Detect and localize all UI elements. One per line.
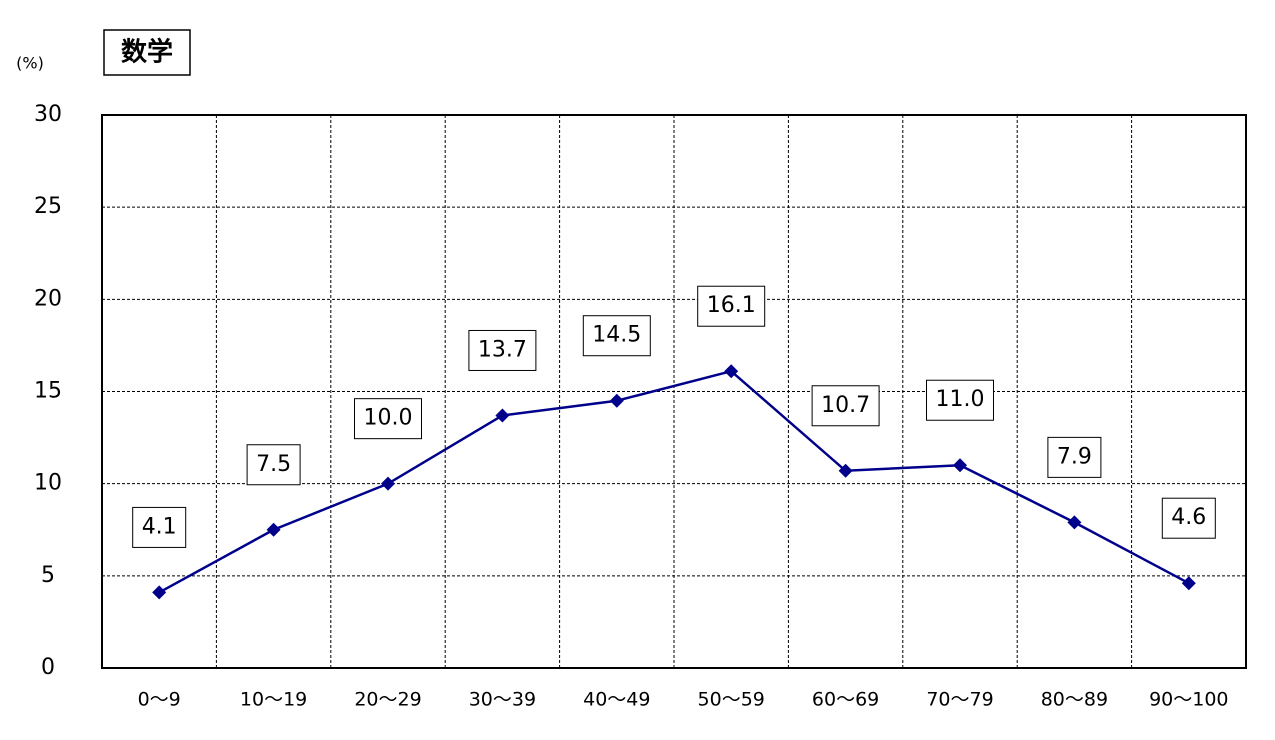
data-label-box <box>811 385 880 427</box>
data-point <box>381 476 395 491</box>
y-tick-label: 15 <box>34 379 62 404</box>
data-point <box>609 393 624 408</box>
data-label: 10.7 <box>821 393 870 418</box>
data-label: 11.0 <box>936 387 985 412</box>
data-label: 10.0 <box>364 406 413 431</box>
x-tick-label: 30〜39 <box>469 689 536 711</box>
data-label: 7.5 <box>256 452 291 477</box>
data-label-box <box>1047 436 1102 478</box>
data-label: 14.5 <box>592 323 641 348</box>
x-tick-label: 40〜49 <box>583 689 650 711</box>
data-point <box>1067 515 1082 530</box>
data-label-box <box>246 444 301 486</box>
data-point <box>266 522 281 537</box>
title-box <box>103 29 191 76</box>
data-label-box <box>354 398 422 440</box>
data-label-box <box>926 379 994 421</box>
data-label: 7.9 <box>1057 444 1092 469</box>
data-point <box>495 408 510 423</box>
x-tick-label: 80〜89 <box>1041 689 1108 711</box>
data-label: 13.7 <box>478 337 527 362</box>
x-tick-label: 90〜100 <box>1149 689 1228 711</box>
x-tick-label: 20〜29 <box>354 689 421 711</box>
y-tick-label: 20 <box>34 286 62 311</box>
data-point <box>953 458 967 473</box>
x-tick-label: 60〜69 <box>812 689 879 711</box>
x-tick-label: 50〜59 <box>698 689 765 711</box>
data-label: 16.1 <box>707 293 756 318</box>
y-tick-label: 5 <box>41 563 55 588</box>
data-label-box <box>582 315 651 357</box>
x-tick-label: 10〜19 <box>240 689 307 711</box>
data-label-box <box>468 329 537 371</box>
data-label: 4.1 <box>142 514 177 539</box>
data-point <box>838 463 853 478</box>
data-label-box <box>697 285 766 327</box>
y-tick-label: 0 <box>41 655 55 680</box>
y-axis-label: (%) <box>16 54 44 73</box>
data-label-box <box>132 506 187 548</box>
chart-title: 数学 <box>121 37 173 68</box>
y-tick-label: 25 <box>34 194 62 219</box>
data-label-box <box>1161 497 1216 539</box>
y-tick-label: 30 <box>34 102 62 127</box>
x-tick-label: 0〜9 <box>138 689 181 711</box>
plot-frame <box>101 114 1247 669</box>
x-tick-label: 70〜79 <box>926 689 993 711</box>
data-label: 4.6 <box>1171 505 1206 530</box>
data-point <box>1181 576 1196 591</box>
data-point <box>724 364 739 379</box>
data-point <box>152 585 167 600</box>
y-tick-label: 10 <box>34 471 62 496</box>
data-line <box>158 369 1190 594</box>
